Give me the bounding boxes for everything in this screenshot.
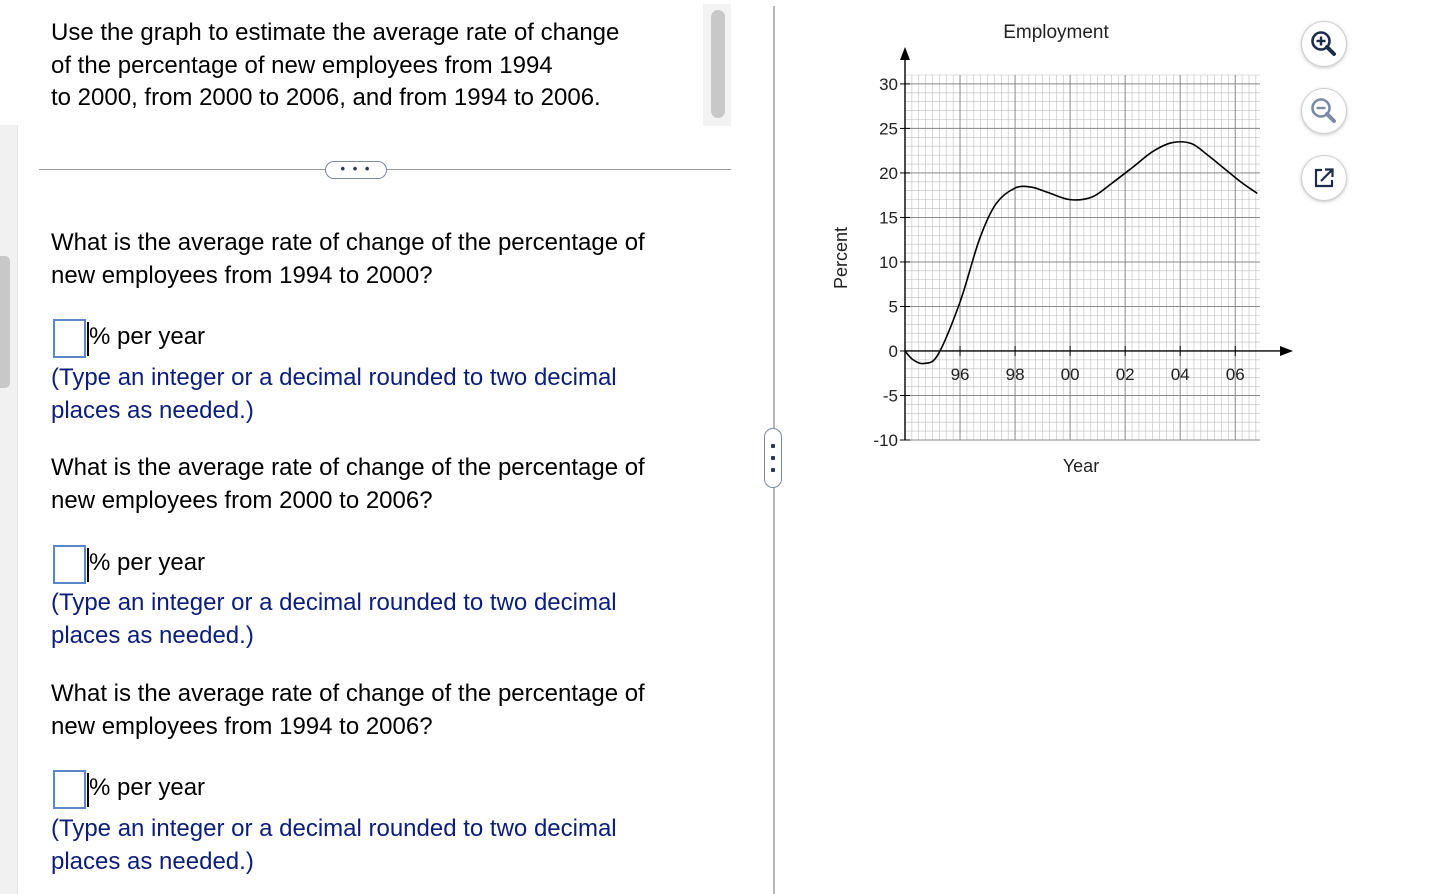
question-2: What is the average rate of change of th… [51,452,711,517]
question-1-line-2: new employees from 1994 to 2000? [51,261,433,289]
intro-scrollbar-thumb[interactable] [711,10,725,118]
answer-unit-2: % per year [89,549,206,576]
intro-line-2: of the percentage of new employees from … [51,51,553,79]
question-2-line-1: What is the average rate of change of th… [51,454,645,481]
hint-2: (Type an integer or a decimal rounded to… [51,587,711,652]
x-axis-arrow [1280,345,1293,356]
answer-input-2[interactable] [53,545,86,584]
hint-2-line-1: (Type an integer or a decimal rounded to… [51,589,617,616]
left-gutter [0,125,18,894]
question-1: What is the average rate of change of th… [51,227,711,292]
left-scrollbar-thumb[interactable] [0,256,10,388]
y-axis-label: Percent [831,227,851,289]
answer-input-3[interactable] [53,770,86,809]
intro-line-1: Use the graph to estimate the average ra… [51,19,620,46]
handle-dot [771,468,775,472]
x-tick-label: 98 [1006,365,1025,384]
answer-unit-3: % per year [89,774,206,801]
x-tick-label: 00 [1061,365,1080,384]
hint-1-line-2: places as needed.) [51,396,254,424]
hint-1: (Type an integer or a decimal rounded to… [51,362,711,427]
employment-series-line [904,141,1258,365]
y-tick-label: 15 [879,208,898,227]
intro-line-3: to 2000, from 2000 to 2006, and from 199… [51,84,601,111]
y-axis-arrow [900,47,910,60]
x-tick-label: 06 [1226,365,1245,384]
hint-3-line-2: places as needed.) [51,847,254,875]
question-2-line-2: new employees from 2000 to 2006? [51,486,433,514]
text-cursor [87,322,89,356]
hint-3: (Type an integer or a decimal rounded to… [51,813,711,878]
x-axis-label: Year [1063,456,1099,476]
chart-title: Employment [1003,22,1109,43]
y-tick-label: -5 [883,386,898,405]
y-tick-label: 0 [889,342,898,361]
question-3: What is the average rate of change of th… [51,678,711,743]
text-cursor [87,548,89,582]
pane-resize-handle[interactable] [764,428,782,488]
answer-unit-1: % per year [89,323,206,350]
popout-button[interactable] [1302,156,1346,200]
handle-dot [771,444,775,448]
expand-more-button[interactable]: • • • [325,161,387,179]
x-tick-label: 04 [1171,365,1190,384]
y-tick-label: -10 [873,431,898,450]
zoom-out-button[interactable] [1302,89,1346,133]
zoom-out-icon [1311,98,1336,123]
y-tick-label: 10 [879,253,898,272]
y-tick-label: 20 [879,164,898,183]
answer-input-1[interactable] [53,319,86,358]
y-tick-label: 25 [879,119,898,138]
x-tick-label: 96 [951,365,970,384]
handle-dot [771,456,775,460]
text-cursor [87,773,89,807]
hint-2-line-2: places as needed.) [51,621,254,649]
hint-3-line-1: (Type an integer or a decimal rounded to… [51,815,617,842]
zoom-in-button[interactable] [1302,22,1346,66]
popout-icon [1314,168,1334,188]
question-1-line-1: What is the average rate of change of th… [51,229,645,256]
zoom-in-icon [1311,31,1336,56]
hint-1-line-1: (Type an integer or a decimal rounded to… [51,364,617,391]
employment-chart: -10 -5 0 5 10 15 20 25 30 96 98 00 02 04 06 Employment Y… [831,22,1293,476]
y-tick-label: 30 [879,75,898,94]
x-tick-label: 02 [1116,365,1135,384]
question-3-line-1: What is the average rate of change of th… [51,680,645,707]
question-3-line-2: new employees from 1994 to 2006? [51,712,433,740]
y-tick-label: 5 [889,297,898,316]
intro-instructions: Use the graph to estimate the average ra… [51,17,701,115]
